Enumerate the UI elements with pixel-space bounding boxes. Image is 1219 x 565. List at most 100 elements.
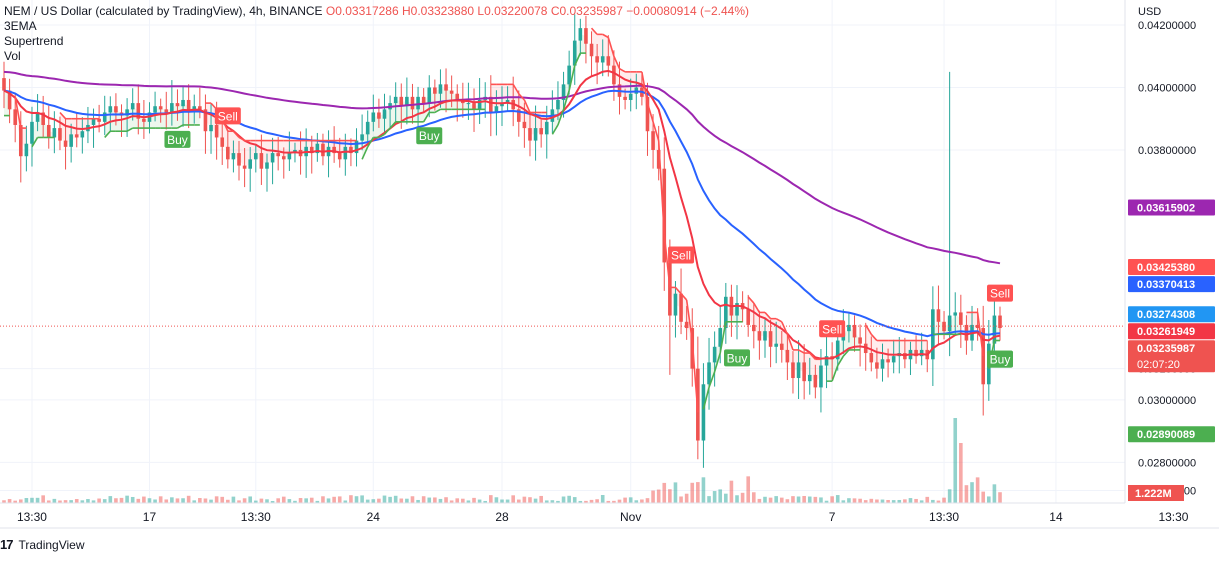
candle-body [248, 159, 253, 169]
indicator-supertrend[interactable]: Supertrend [4, 34, 64, 48]
price-tag-text: 0.03425380 [1137, 262, 1195, 274]
volume-bar [427, 497, 432, 503]
price-tick-label: 0.03000000 [1138, 395, 1196, 407]
price-axis[interactable]: USD0.042000000.040000000.038000000.03100… [1124, 0, 1219, 503]
candle-body [416, 96, 420, 110]
price-tag-bg [1128, 340, 1215, 373]
volume-bar [880, 499, 885, 503]
volume-bar [628, 497, 633, 503]
volume-bar [847, 498, 851, 503]
candle-body [796, 362, 801, 379]
volume-bar [511, 495, 515, 503]
volume-bar [998, 492, 1002, 503]
candle-body [337, 153, 342, 160]
supertrend-line [590, 27, 598, 35]
signal-badge [164, 130, 191, 148]
volume-bar [248, 496, 253, 503]
supertrend-fill-segment [787, 334, 793, 371]
volume-bar [2, 500, 6, 503]
supertrend-fill-segment [899, 340, 905, 357]
candle-body [556, 99, 560, 110]
price-tick-label: 0.04200000 [1138, 20, 1196, 32]
candle-body [377, 112, 381, 119]
price-tick-label: 0.03800000 [1138, 145, 1196, 157]
volume-bar [438, 498, 443, 503]
candle-body [74, 134, 79, 138]
candle-body [164, 109, 169, 113]
volume-bar [388, 496, 392, 503]
volume-bar [74, 499, 79, 503]
volume-bar [298, 498, 303, 503]
candle-body [181, 99, 185, 107]
indicator-volume[interactable]: Vol [4, 49, 21, 63]
supertrend-line [104, 130, 111, 138]
signal-label: Sell [218, 109, 238, 123]
volume-bar [433, 497, 437, 503]
buy-signal: Buy [164, 130, 191, 148]
candle-body [869, 353, 874, 363]
signal-badge [214, 107, 241, 125]
volume-bar [393, 495, 398, 503]
volume-bar [696, 482, 700, 503]
countdown-text: 02:07:20 [1137, 359, 1180, 371]
volume-bar [158, 496, 163, 503]
candle-body [942, 321, 946, 332]
time-tick-label: Nov [620, 510, 641, 524]
candle-body [819, 365, 823, 388]
candle-body [668, 262, 672, 316]
supertrend-fill-segment [602, 34, 609, 61]
volume-bar [830, 496, 834, 503]
supertrend-fill-segment [882, 340, 889, 364]
candle-body [807, 374, 812, 382]
volume-bar [897, 499, 902, 503]
last-price-label: 0.03235987 02:07:20 [1128, 340, 1215, 373]
indicator-lines [0, 27, 1125, 413]
ema-fast-price-label: 0.03261949 [1128, 323, 1215, 340]
supertrend-line [786, 334, 794, 351]
volume-bar [164, 499, 169, 503]
volume-bar [63, 500, 68, 503]
supertrend-line [837, 355, 845, 366]
supertrend-line [781, 321, 789, 335]
price-tag-text: 0.03274308 [1137, 309, 1195, 321]
candle-body [679, 293, 683, 322]
volume-bar [701, 477, 706, 503]
volume-bar [668, 489, 672, 503]
volume-bar [505, 499, 510, 503]
candle-body [24, 143, 29, 157]
supertrend-fill-segment [121, 112, 128, 132]
supertrend-line [562, 90, 570, 110]
candle-body [757, 331, 762, 341]
supertrend-line [691, 340, 699, 413]
candle-body [449, 90, 454, 94]
candle-body [662, 168, 667, 263]
volume-bar [147, 498, 152, 503]
symbol-title[interactable]: NEM / US Dollar (calculated by TradingVi… [4, 4, 323, 18]
candle-body [500, 103, 504, 107]
volume-bar [791, 496, 795, 503]
supertrend-line [831, 365, 839, 382]
ohlc-open: O0.03317286 [325, 4, 399, 18]
supertrend-line [674, 286, 682, 295]
volume-tag-text: 1.222M [1135, 488, 1172, 500]
volume-bar [119, 497, 124, 503]
supertrend-line [809, 352, 816, 360]
tradingview-logo-icon: 17 [0, 537, 14, 552]
tradingview-footer[interactable]: 17 TradingView [0, 537, 85, 552]
price-tag-text: 0.02890089 [1137, 429, 1195, 441]
candle-body [170, 103, 174, 113]
candle-body [735, 303, 739, 316]
volume-bar [192, 500, 197, 503]
candle-body [405, 96, 409, 107]
candle-body [936, 309, 941, 322]
volume-bar [802, 495, 806, 503]
indicator-ema[interactable]: 3EMA [4, 19, 37, 33]
candle-body [813, 374, 818, 388]
candle-body [242, 165, 247, 169]
supertrend-line [31, 137, 39, 148]
volume-bar [606, 500, 611, 503]
volume-bar [556, 500, 560, 503]
candle-body [58, 128, 62, 141]
